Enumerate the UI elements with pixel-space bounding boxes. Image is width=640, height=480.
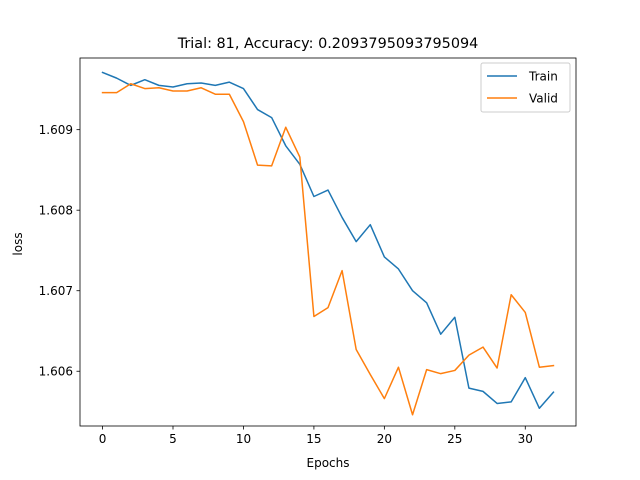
x-tick-label: 20 xyxy=(377,432,392,446)
y-axis-label: loss xyxy=(11,232,25,255)
series-line-train xyxy=(101,71,555,410)
plot-frame xyxy=(79,57,577,427)
axis-ticks: 0 5 10 15 20 25 30 1.606 1.607 1.608 1.609 xyxy=(39,123,533,446)
x-axis-label: Epochs xyxy=(307,456,350,470)
chart-title: Trial: 81, Accuracy: 0.2093795093795094 xyxy=(177,36,479,52)
series-line-valid xyxy=(101,83,555,416)
y-tick-label: 1.607 xyxy=(39,284,73,298)
x-tick-label: 10 xyxy=(236,432,251,446)
x-tick-label: 0 xyxy=(99,432,107,446)
legend-label-valid: Valid xyxy=(529,92,558,106)
y-tick-label: 1.606 xyxy=(39,365,73,379)
x-tick-label: 15 xyxy=(306,432,321,446)
y-tick-label: 1.608 xyxy=(39,203,73,217)
x-tick-label: 30 xyxy=(518,432,533,446)
x-tick-label: 25 xyxy=(447,432,462,446)
legend-label-train: Train xyxy=(528,70,558,84)
x-tick-label: 5 xyxy=(169,432,177,446)
y-tick-label: 1.609 xyxy=(39,123,73,137)
legend: Train Valid xyxy=(480,62,571,113)
plot-lines xyxy=(101,71,555,416)
